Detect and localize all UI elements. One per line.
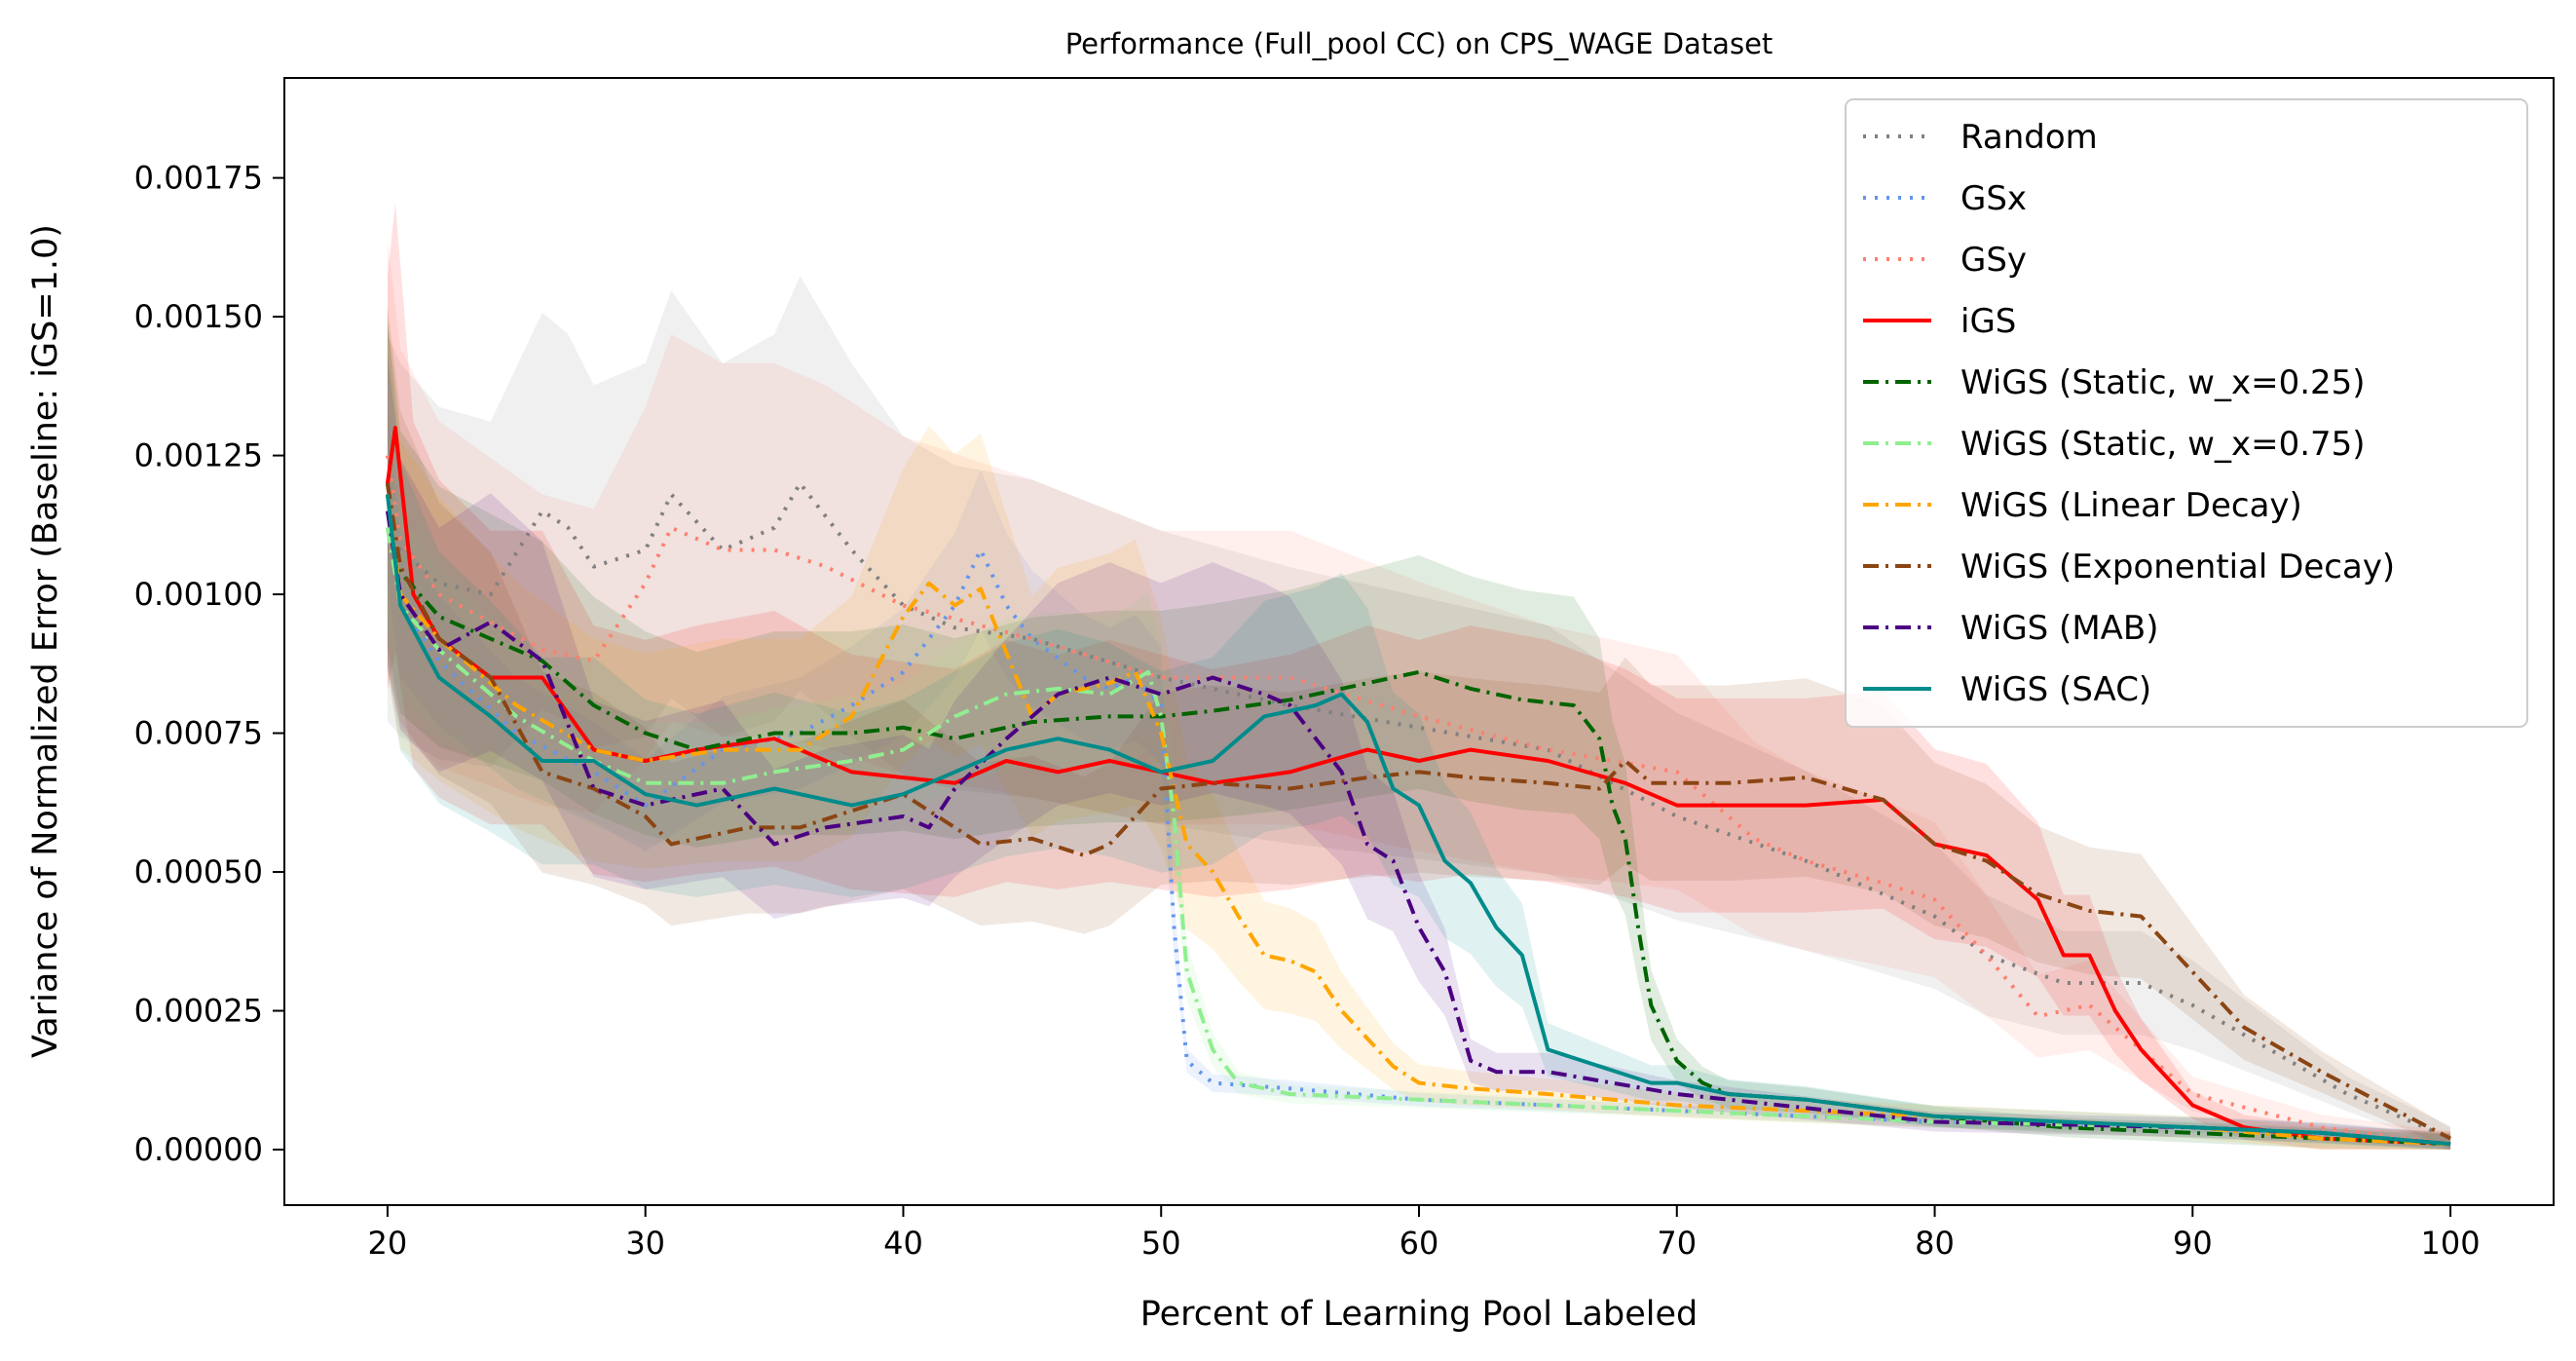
series-band-7 [387,305,2451,1150]
legend-label: WiGS (Exponential Decay) [1960,548,2395,586]
x-tick-label: 70 [1657,1225,1697,1262]
legend-label: WiGS (MAB) [1960,609,2159,648]
series-band-9 [387,320,2451,1151]
y-axis: 0.00000 0.00025 0.00050 0.00075 0.00100 0.001… [134,160,284,1168]
y-tick-label: 0.00075 [134,715,263,752]
legend-label: Random [1960,118,2098,157]
series-band-5 [387,424,2451,1150]
legend: Random GSx GSy iGS WiGS (Static, w_x=0.25) Wi… [1845,98,2528,728]
legend-label: iGS [1960,302,2016,341]
y-tick-label: 0.00025 [134,993,263,1030]
legend-box [1845,98,2528,728]
legend-label: WiGS (SAC) [1960,670,2151,709]
chart-title: Performance (Full_pool CC) on CPS_WAGE D… [1065,27,1773,60]
x-tick-label: 20 [368,1225,408,1262]
confidence-bands [387,203,2451,1151]
series-band-6 [387,312,2451,1151]
series-line-7 [385,482,2452,1141]
y-tick-label: 0.00150 [134,298,263,335]
x-tick-label: 80 [1915,1225,1955,1262]
series-line-2 [385,455,2451,1147]
y-tick-label: 0.00125 [134,437,263,474]
y-tick-label: 0.00175 [134,160,263,197]
x-tick-label: 40 [883,1225,923,1262]
x-tick-label: 50 [1141,1225,1181,1262]
legend-label: WiGS (Linear Decay) [1960,486,2302,525]
x-tick-label: 30 [625,1225,665,1262]
series-band-4 [387,320,2451,1150]
legend-label: GSy [1960,241,2027,280]
x-tick-label: 90 [2173,1225,2213,1262]
y-tick-label: 0.00100 [134,576,263,613]
legend-label: GSx [1960,179,2027,218]
series-line-8 [385,510,2451,1147]
x-axis: 20 30 40 50 60 70 80 90 100 [368,1205,2481,1262]
series-line-9 [385,494,2451,1147]
y-tick-label: 0.00050 [134,853,263,890]
y-axis-label: Variance of Normalized Error (Baseline: … [26,224,65,1058]
x-axis-label: Percent of Learning Pool Labeled [1140,1295,1698,1334]
y-tick-label: 0.00000 [134,1131,263,1168]
legend-label: WiGS (Static, w_x=0.75) [1960,425,2366,464]
legend-label: WiGS (Static, w_x=0.25) [1960,363,2366,402]
x-tick-label: 60 [1400,1225,1439,1262]
series-band-1 [387,406,2451,1150]
series-lines [385,426,2452,1147]
series-band-0 [387,276,2451,1150]
x-tick-label: 100 [2421,1225,2481,1262]
series-band-2 [387,239,2451,1150]
series-band-3 [387,203,2451,1151]
series-line-6 [385,494,2451,1147]
